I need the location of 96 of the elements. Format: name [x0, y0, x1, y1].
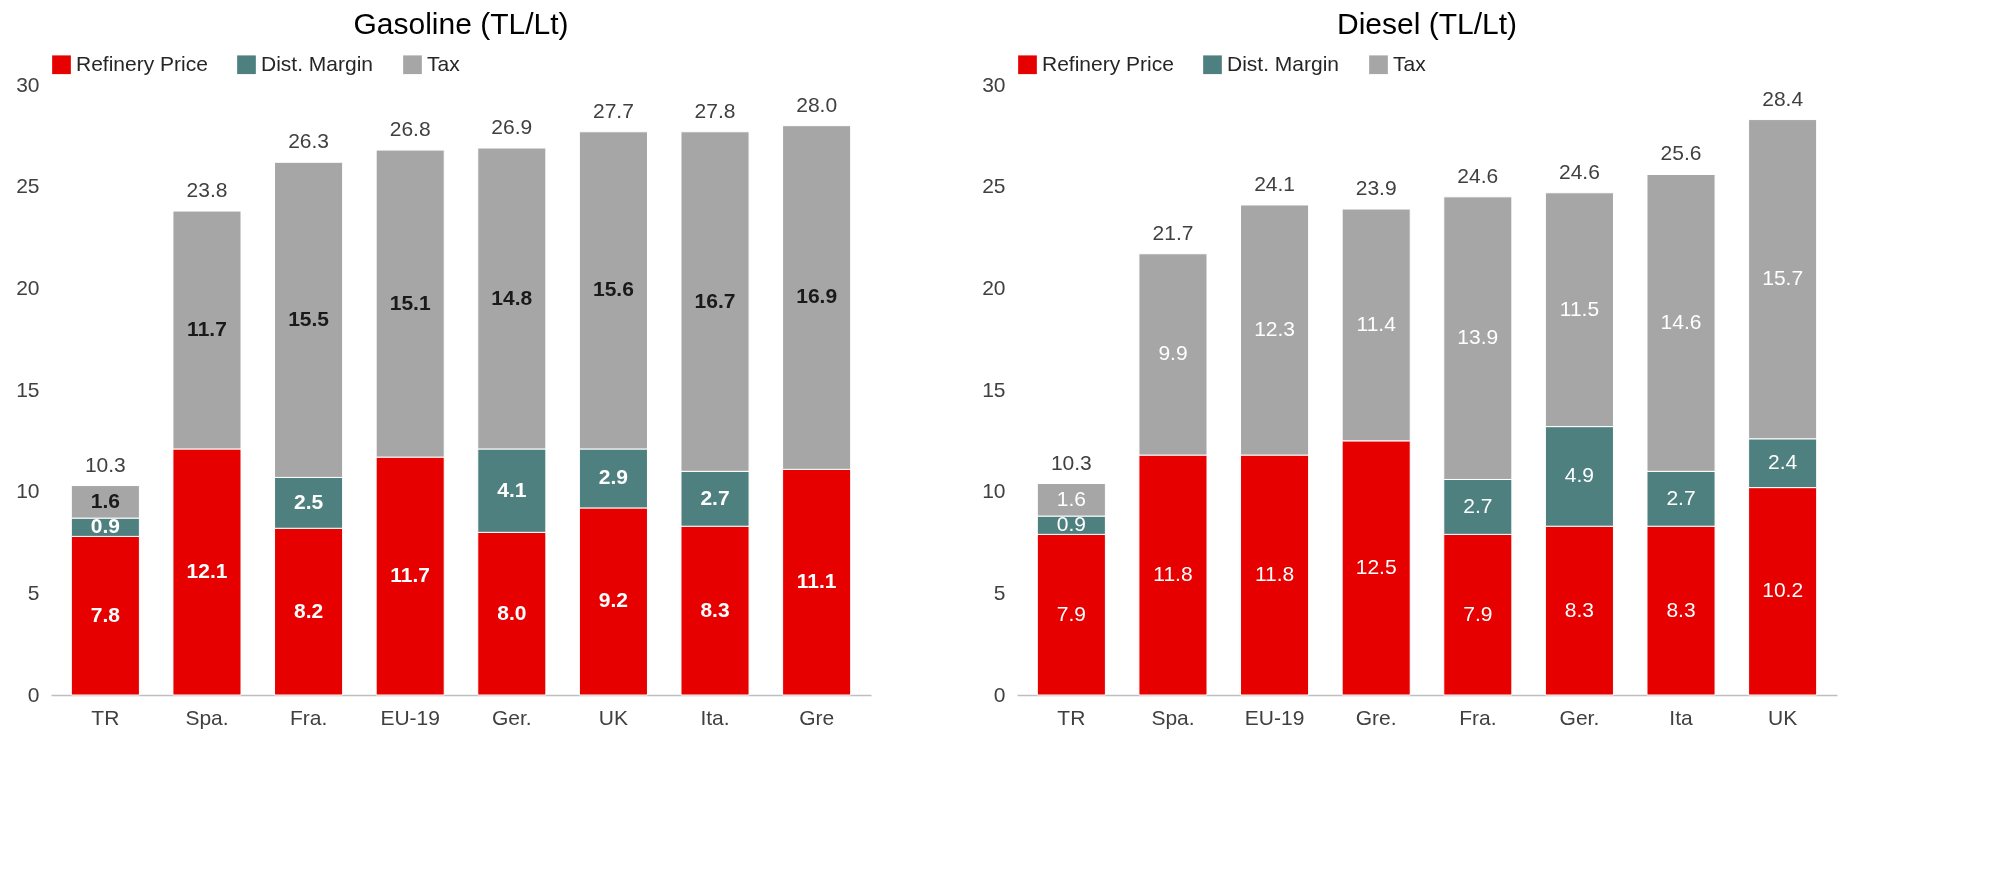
data-label: 15.6: [592, 277, 634, 301]
data-label: 9.9: [1158, 341, 1188, 365]
total-label: 23.8: [186, 178, 228, 202]
y-tick-label: 10: [982, 479, 1006, 503]
data-label: 7.9: [1463, 601, 1493, 625]
data-label: 14.6: [1660, 309, 1702, 333]
x-tick-label: EU-19: [380, 705, 440, 729]
x-tick-label: Gre: [799, 705, 835, 729]
data-label: 15.5: [288, 306, 330, 330]
total-label: 27.7: [592, 98, 634, 122]
legend-label: Tax: [427, 51, 461, 75]
data-label: 2.7: [700, 485, 730, 509]
x-tick-label: UK: [598, 705, 629, 729]
total-label: 27.8: [694, 98, 736, 122]
total-label: 26.3: [288, 129, 330, 153]
x-tick-label: TR: [91, 705, 120, 729]
chart-title: Diesel (TL/Lt): [1336, 7, 1518, 40]
total-label: 24.6: [1457, 163, 1499, 187]
data-label: 11.5: [1559, 296, 1600, 320]
data-label: 11.7: [390, 563, 431, 587]
total-label: 10.3: [84, 452, 126, 476]
data-label: 8.3: [1564, 597, 1595, 621]
x-tick-label: UK: [1768, 705, 1798, 729]
data-label: 2.7: [1463, 493, 1493, 517]
data-label: 11.4: [1356, 311, 1397, 335]
total-label: 21.7: [1152, 220, 1194, 244]
data-label: 7.9: [1056, 601, 1086, 625]
y-tick-label: 30: [16, 72, 40, 96]
data-label: 0.9: [1056, 512, 1086, 536]
y-tick-label: 30: [982, 72, 1006, 96]
data-label: 1.6: [1056, 486, 1086, 510]
data-label: 7.8: [90, 602, 121, 626]
data-label: 11.8: [1254, 562, 1295, 586]
data-label: 13.9: [1457, 325, 1499, 349]
legend-label: Refinery Price: [1042, 51, 1174, 75]
y-tick-label: 0: [993, 682, 1006, 706]
x-tick-label: Ger.: [1559, 705, 1600, 729]
x-tick-label: Ger.: [491, 705, 532, 729]
legend-label: Refinery Price: [76, 51, 208, 75]
x-tick-label: EU-19: [1244, 705, 1305, 729]
y-tick-label: 20: [982, 275, 1006, 299]
data-label: 16.7: [694, 288, 736, 312]
x-tick-label: Fra.: [1459, 705, 1497, 729]
y-tick-label: 25: [16, 174, 40, 198]
x-tick-label: TR: [1057, 705, 1086, 729]
data-label: 9.2: [598, 588, 629, 612]
total-label: 24.6: [1558, 159, 1600, 183]
y-tick-label: 10: [16, 479, 40, 503]
data-label: 15.1: [389, 290, 431, 314]
total-label: 28.4: [1762, 86, 1804, 110]
total-label: 26.8: [389, 117, 431, 141]
data-label: 12.3: [1254, 317, 1296, 341]
data-label: 1.6: [90, 488, 120, 512]
total-label: 10.3: [1050, 450, 1092, 474]
x-tick-label: Fra.: [289, 705, 328, 729]
data-label: 11.7: [187, 317, 227, 341]
data-label: 11.1: [796, 569, 837, 593]
y-tick-label: 5: [27, 580, 40, 604]
data-label: 10.2: [1762, 578, 1804, 602]
data-label: 14.8: [491, 285, 533, 309]
total-label: 28.0: [796, 92, 838, 116]
data-label: 12.1: [186, 558, 228, 582]
data-label: 0.9: [90, 514, 120, 538]
chart-title: Gasoline (TL/Lt): [353, 7, 569, 40]
total-label: 23.9: [1355, 176, 1397, 200]
data-label: 8.0: [497, 600, 527, 624]
data-label: 15.7: [1762, 266, 1804, 290]
data-label: 4.1: [497, 477, 527, 501]
x-tick-label: Ita: [1669, 705, 1694, 729]
data-label: 2.4: [1768, 450, 1798, 474]
data-label: 8.3: [1666, 597, 1696, 621]
x-tick-label: Gre.: [1355, 705, 1397, 729]
data-label: 8.3: [700, 597, 730, 621]
x-tick-label: Spa.: [185, 705, 229, 729]
y-tick-label: 15: [16, 377, 40, 401]
data-label: 2.7: [1666, 485, 1696, 509]
x-tick-label: Spa.: [1151, 705, 1195, 729]
y-tick-label: 0: [27, 682, 40, 706]
data-label: 2.9: [598, 465, 629, 489]
data-label: 8.2: [293, 598, 324, 622]
data-label: 16.9: [796, 284, 838, 308]
data-label: 2.5: [293, 489, 324, 513]
total-label: 24.1: [1254, 171, 1296, 195]
data-label: 11.8: [1153, 562, 1193, 586]
legend-label: Dist. Margin: [261, 51, 374, 75]
y-tick-label: 25: [982, 174, 1006, 198]
total-label: 25.6: [1660, 141, 1702, 165]
y-tick-label: 20: [16, 275, 40, 299]
data-label: 4.9: [1564, 463, 1595, 487]
y-tick-label: 15: [982, 377, 1006, 401]
y-tick-label: 5: [993, 580, 1006, 604]
legend-label: Dist. Margin: [1227, 51, 1340, 75]
legend-label: Tax: [1393, 51, 1427, 75]
x-tick-label: Ita.: [700, 705, 730, 729]
total-label: 26.9: [491, 115, 533, 139]
data-label: 12.5: [1355, 554, 1397, 578]
